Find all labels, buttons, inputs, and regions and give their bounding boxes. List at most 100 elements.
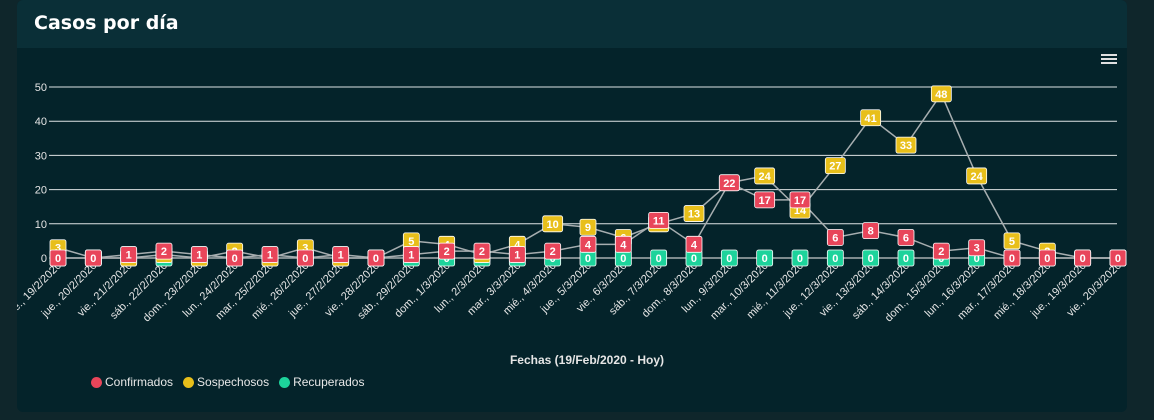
data-label-text: 2 bbox=[444, 246, 450, 258]
data-label-box bbox=[720, 249, 738, 267]
data-label-text: 0 bbox=[762, 253, 768, 265]
data-label-box bbox=[508, 246, 526, 263]
data-label-text: 0 bbox=[974, 253, 980, 265]
data-label-text: 8 bbox=[868, 226, 874, 238]
data-label-text: 6 bbox=[903, 232, 909, 244]
data-label-box bbox=[261, 246, 279, 263]
data-label-text: 0 bbox=[832, 253, 838, 265]
legend-item-sospechosos[interactable]: Sospechosos bbox=[183, 375, 269, 389]
legend-item-confirmados[interactable]: Confirmados bbox=[91, 375, 173, 389]
data-label-text: 48 bbox=[935, 89, 947, 101]
data-label-text: 0 bbox=[55, 253, 61, 265]
data-label-text: 2 bbox=[161, 246, 167, 258]
data-label-text: 0 bbox=[373, 253, 379, 265]
data-label-sospechosos: 41 bbox=[860, 109, 882, 127]
data-label-text: 0 bbox=[1044, 253, 1050, 265]
data-label-box bbox=[1074, 249, 1092, 267]
data-label-box bbox=[862, 222, 880, 240]
data-label-text: 0 bbox=[232, 253, 238, 265]
data-label-box bbox=[473, 242, 491, 260]
data-label-confirmados: 8 bbox=[862, 222, 880, 240]
data-label-text: 3 bbox=[302, 243, 308, 255]
legend-label-recuperados: Recuperados bbox=[293, 375, 365, 389]
data-label-confirmados: 0 bbox=[1038, 249, 1056, 267]
y-tick-label: 10 bbox=[35, 219, 47, 231]
data-label-text: 9 bbox=[585, 222, 591, 234]
data-label-text: 1 bbox=[126, 250, 132, 262]
x-tick-label: dom., 15/3/2020 bbox=[883, 260, 948, 325]
data-label-sospechosos: 10 bbox=[542, 215, 564, 233]
data-label-text: 2 bbox=[479, 246, 485, 258]
data-label-sospechosos: 5 bbox=[1003, 232, 1021, 250]
data-label-text: 5 bbox=[408, 236, 414, 248]
data-label-box bbox=[1003, 232, 1021, 250]
data-label-confirmados: 2 bbox=[438, 242, 456, 260]
hamburger-menu-icon[interactable] bbox=[1101, 52, 1117, 66]
data-label-confirmados: 0 bbox=[1074, 249, 1092, 267]
legend-label-confirmados: Confirmados bbox=[105, 375, 174, 389]
data-label-text: 1 bbox=[408, 250, 414, 262]
data-label-confirmados: 4 bbox=[579, 235, 597, 253]
data-label-box bbox=[648, 211, 670, 229]
data-label-box bbox=[826, 249, 844, 267]
data-label-confirmados: 1 bbox=[190, 246, 208, 263]
chart-legend: Confirmados Sospechosos Recuperados bbox=[91, 375, 364, 389]
data-label-confirmados: 0 bbox=[49, 249, 67, 267]
data-label-text: 3 bbox=[974, 243, 980, 255]
data-label-confirmados: 1 bbox=[402, 246, 420, 263]
data-label-box bbox=[897, 229, 915, 246]
data-label-box bbox=[754, 167, 776, 185]
data-label-confirmados: 0 bbox=[367, 249, 385, 267]
data-label-text: 0 bbox=[620, 253, 626, 265]
data-label-box bbox=[683, 205, 705, 222]
data-label-box bbox=[1038, 249, 1056, 267]
data-label-box bbox=[84, 249, 102, 267]
legend-item-recuperados[interactable]: Recuperados bbox=[279, 375, 364, 389]
data-label-box bbox=[650, 249, 668, 267]
data-label-text: 0 bbox=[868, 253, 874, 265]
data-label-confirmados: 0 bbox=[1109, 249, 1127, 267]
data-label-text: 4 bbox=[691, 239, 698, 251]
data-label-box bbox=[862, 249, 880, 267]
data-label-text: 6 bbox=[832, 232, 838, 244]
y-tick-label: 30 bbox=[35, 150, 47, 162]
data-label-box bbox=[756, 249, 774, 267]
data-label-text: 1 bbox=[196, 250, 202, 262]
data-label-text: 22 bbox=[723, 178, 735, 190]
data-label-recuperados: 0 bbox=[862, 249, 880, 267]
data-label-box bbox=[824, 157, 846, 175]
data-label-box bbox=[49, 249, 67, 267]
data-label-confirmados: 22 bbox=[718, 174, 740, 192]
data-label-box bbox=[860, 109, 882, 127]
data-label-confirmados: 1 bbox=[261, 246, 279, 263]
data-label-text: 3 bbox=[55, 243, 61, 255]
data-label-text: 13 bbox=[688, 209, 700, 221]
data-label-box bbox=[155, 242, 173, 260]
data-label-text: 0 bbox=[797, 253, 803, 265]
data-label-confirmados: 0 bbox=[226, 249, 244, 267]
data-label-box bbox=[544, 242, 562, 260]
data-label-text: 33 bbox=[900, 140, 912, 152]
data-label-box bbox=[932, 242, 950, 260]
data-label-recuperados: 0 bbox=[720, 249, 738, 267]
data-label-sospechosos: 24 bbox=[966, 167, 988, 185]
data-label-confirmados: 1 bbox=[332, 246, 350, 263]
data-label-box bbox=[542, 215, 564, 233]
y-tick-label: 50 bbox=[35, 82, 47, 94]
data-label-text: 0 bbox=[656, 253, 662, 265]
data-label-recuperados: 0 bbox=[826, 249, 844, 267]
data-label-text: 0 bbox=[585, 253, 591, 265]
data-label-text: 17 bbox=[759, 195, 771, 207]
data-label-box bbox=[826, 229, 844, 246]
data-label-box bbox=[966, 167, 988, 185]
data-label-text: 4 bbox=[585, 239, 592, 251]
y-tick-label: 40 bbox=[35, 116, 47, 128]
data-label-box bbox=[754, 191, 776, 209]
data-label-confirmados: 2 bbox=[544, 242, 562, 260]
data-label-text: 1 bbox=[267, 250, 273, 262]
data-label-text: 0 bbox=[903, 253, 909, 265]
data-label-text: 4 bbox=[620, 239, 627, 251]
data-label-text: 41 bbox=[865, 113, 877, 125]
data-label-box bbox=[1003, 249, 1021, 267]
